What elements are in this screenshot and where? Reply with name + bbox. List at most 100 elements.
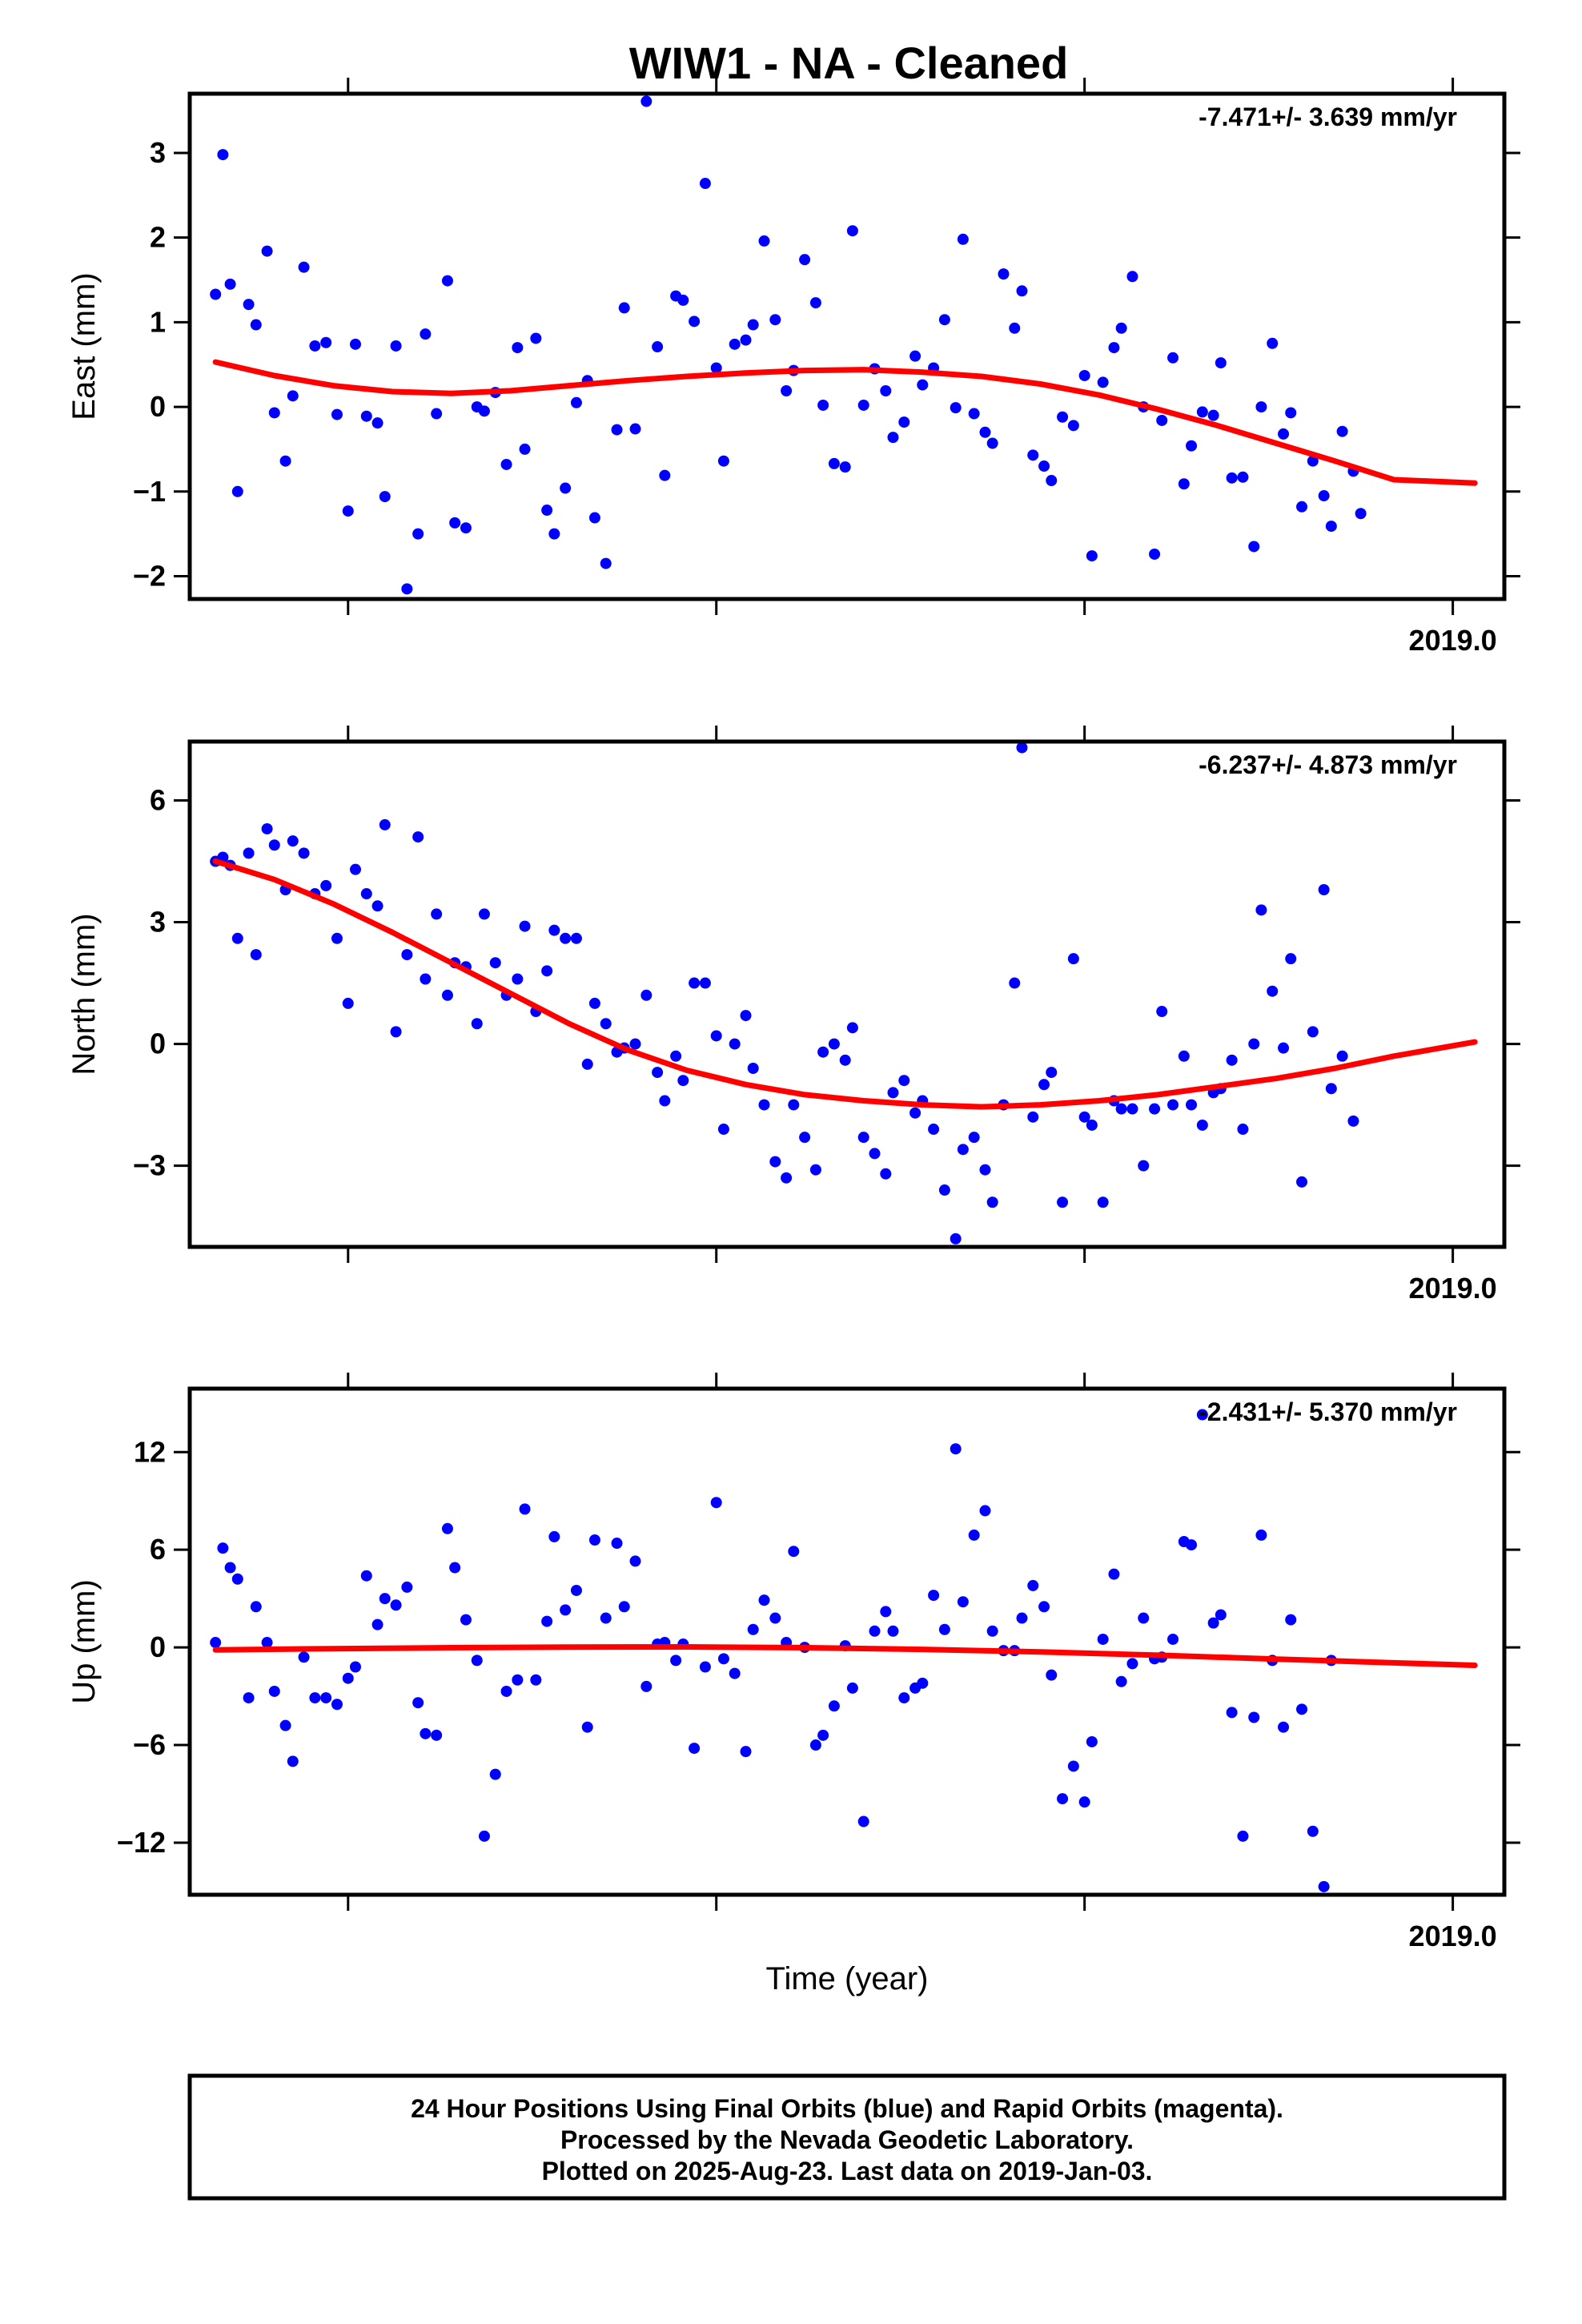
data-point bbox=[1318, 1880, 1330, 1892]
data-point bbox=[828, 1700, 840, 1712]
data-point bbox=[1097, 376, 1109, 388]
data-point bbox=[717, 1653, 729, 1665]
data-point bbox=[898, 1075, 910, 1087]
data-point bbox=[828, 1038, 840, 1050]
data-point bbox=[331, 932, 343, 944]
data-point bbox=[1255, 1529, 1267, 1541]
data-point bbox=[268, 407, 280, 419]
data-point bbox=[986, 437, 998, 449]
data-point bbox=[928, 1124, 940, 1136]
data-point bbox=[512, 1674, 524, 1686]
data-point bbox=[938, 1184, 950, 1196]
data-point bbox=[1108, 1568, 1120, 1580]
panel-frame bbox=[187, 739, 1507, 1249]
data-point bbox=[1086, 1735, 1098, 1747]
data-point bbox=[1237, 471, 1249, 483]
data-point bbox=[1296, 1703, 1308, 1715]
data-point bbox=[478, 908, 490, 920]
data-point bbox=[1046, 475, 1058, 487]
data-point bbox=[420, 1727, 432, 1739]
data-point bbox=[1307, 1026, 1319, 1038]
data-point bbox=[1255, 401, 1267, 413]
data-point bbox=[360, 888, 372, 900]
data-point bbox=[390, 340, 402, 352]
fit-line bbox=[212, 1644, 1478, 1668]
data-point bbox=[1226, 1707, 1238, 1719]
data-point bbox=[1248, 1038, 1260, 1050]
data-point bbox=[740, 334, 752, 346]
data-point bbox=[478, 1830, 490, 1842]
data-point bbox=[412, 831, 424, 843]
data-point bbox=[1027, 449, 1039, 461]
data-point bbox=[909, 1107, 921, 1119]
data-point bbox=[1115, 1103, 1127, 1115]
y-axis-label: East (mm) bbox=[66, 272, 102, 420]
data-point bbox=[1167, 352, 1179, 364]
data-point bbox=[360, 410, 372, 422]
data-point bbox=[957, 1596, 969, 1608]
data-point bbox=[1226, 472, 1238, 484]
data-points bbox=[210, 95, 1367, 595]
data-point bbox=[809, 1739, 821, 1751]
data-point bbox=[1149, 548, 1161, 560]
data-point bbox=[758, 235, 770, 247]
data-point bbox=[1067, 953, 1079, 965]
data-point bbox=[968, 1529, 980, 1541]
data-point bbox=[279, 455, 291, 467]
data-point bbox=[1285, 953, 1297, 965]
data-point bbox=[342, 997, 354, 1009]
data-point bbox=[349, 1661, 361, 1673]
data-point bbox=[979, 1505, 991, 1517]
y-axis-label: Up (mm) bbox=[66, 1579, 102, 1704]
data-point bbox=[1067, 1760, 1079, 1772]
data-point bbox=[1115, 1675, 1127, 1687]
data-point bbox=[548, 1530, 560, 1542]
data-point bbox=[869, 1148, 881, 1160]
data-point bbox=[1086, 550, 1098, 562]
data-point bbox=[880, 1168, 892, 1180]
data-point bbox=[1097, 1196, 1109, 1208]
data-point bbox=[298, 847, 310, 859]
data-point bbox=[1215, 1609, 1227, 1621]
data-point bbox=[629, 1555, 641, 1567]
data-point bbox=[1285, 407, 1297, 419]
data-point bbox=[1186, 440, 1198, 452]
data-point bbox=[1248, 1711, 1260, 1723]
panel-up: −12 −6 0 6 12 2019.0 Up (mm) -2.431+/- 5.370 mm… bbox=[66, 1373, 1520, 1952]
data-point bbox=[846, 1682, 858, 1694]
data-point bbox=[1009, 322, 1021, 334]
data-point bbox=[640, 989, 652, 1001]
data-point bbox=[839, 1054, 851, 1066]
data-point bbox=[917, 379, 929, 391]
data-point bbox=[799, 1132, 811, 1144]
data-point bbox=[250, 949, 262, 961]
rate-annotation: -6.237+/- 4.873 mm/yr bbox=[1199, 750, 1457, 779]
data-point bbox=[500, 458, 512, 470]
data-point bbox=[287, 390, 299, 402]
data-point bbox=[887, 432, 899, 444]
data-point bbox=[548, 528, 560, 540]
data-point bbox=[1078, 1111, 1090, 1123]
data-point bbox=[1016, 1612, 1028, 1624]
data-point bbox=[320, 879, 332, 891]
data-point bbox=[1038, 460, 1050, 472]
data-point bbox=[449, 1562, 461, 1574]
data-point bbox=[309, 340, 321, 352]
data-point bbox=[857, 399, 869, 411]
data-point bbox=[729, 338, 741, 350]
data-point bbox=[986, 1625, 998, 1637]
rate-annotation: -2.431+/- 5.370 mm/yr bbox=[1199, 1397, 1457, 1426]
data-point bbox=[710, 1497, 722, 1509]
figure-title: WIW1 - NA - Cleaned bbox=[629, 38, 1069, 88]
data-point bbox=[217, 1542, 229, 1554]
data-point bbox=[938, 314, 950, 326]
data-point bbox=[689, 316, 701, 328]
rate-annotation: -7.471+/- 3.639 mm/yr bbox=[1199, 103, 1457, 131]
data-point bbox=[401, 583, 413, 595]
data-point bbox=[1057, 411, 1069, 423]
panel-north: −3 0 3 6 2019.0 North (mm) -6.237+/- 4.873 mm/… bbox=[66, 726, 1520, 1305]
x-axis-label: Time (year) bbox=[766, 1961, 929, 1996]
data-point bbox=[390, 1026, 402, 1038]
data-point bbox=[460, 522, 472, 534]
data-point bbox=[1097, 1633, 1109, 1645]
